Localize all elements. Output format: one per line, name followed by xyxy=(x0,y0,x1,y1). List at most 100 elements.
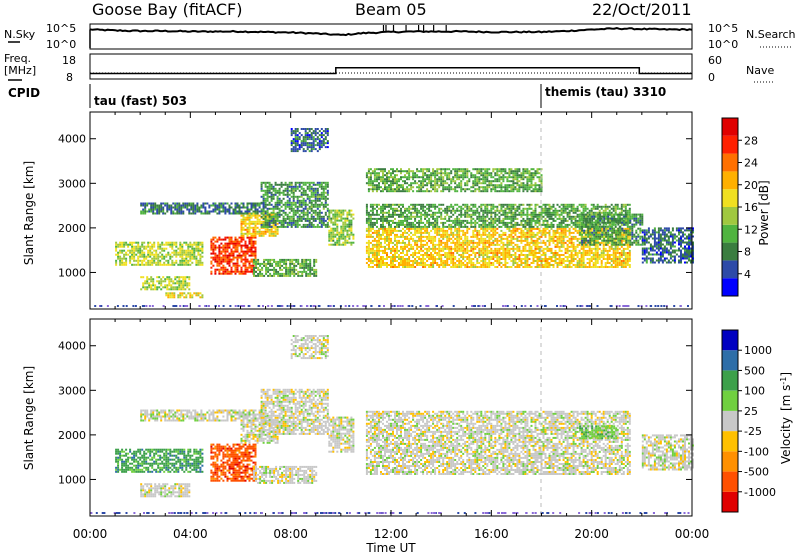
cell-6 xyxy=(303,265,305,267)
cell-9 xyxy=(346,232,348,234)
cell-11 xyxy=(490,218,492,220)
cell-9 xyxy=(344,224,346,226)
cell-7 xyxy=(261,182,263,184)
cell-5 xyxy=(140,203,142,205)
cell-5 xyxy=(196,211,198,213)
cell-10 xyxy=(480,240,482,242)
cell-7 xyxy=(327,204,329,206)
cell-4 xyxy=(267,231,269,233)
cell-11 xyxy=(388,212,390,214)
cell-5 xyxy=(222,205,224,207)
cell-0 xyxy=(169,246,171,248)
cell-10 xyxy=(368,254,370,256)
cell-10 xyxy=(466,256,468,258)
cell-7 xyxy=(275,214,277,216)
cell-6 xyxy=(273,269,275,271)
cell-10 xyxy=(583,264,585,266)
cell-10 xyxy=(420,244,422,246)
cell-5 xyxy=(229,209,231,211)
cell-0 xyxy=(153,254,155,256)
cell-9 xyxy=(328,220,330,222)
cell-8 xyxy=(325,146,327,148)
cell-0 xyxy=(179,254,181,256)
cell-10 xyxy=(565,252,567,254)
cell-3 xyxy=(214,247,216,249)
cell-10 xyxy=(615,260,617,262)
cell-10 xyxy=(464,234,466,236)
cell-11 xyxy=(392,208,394,210)
cell-7 xyxy=(297,200,299,202)
cell-10 xyxy=(563,240,565,242)
cell-8 xyxy=(291,144,293,146)
cell-10 xyxy=(531,236,533,238)
cell-7 xyxy=(297,224,299,226)
cell-11 xyxy=(370,206,372,208)
cell-1 xyxy=(182,284,184,286)
cell-7 xyxy=(311,186,313,188)
cell-11 xyxy=(502,224,504,226)
cell-10 xyxy=(591,258,593,260)
cell-4 xyxy=(247,215,249,217)
cell-3 xyxy=(241,241,243,243)
cell-10 xyxy=(434,258,436,260)
cell-10 xyxy=(603,246,605,248)
cell-10 xyxy=(585,236,587,238)
cell-10 xyxy=(450,232,452,234)
cell-5 xyxy=(202,207,204,209)
cell-11 xyxy=(432,218,434,220)
cell-0 xyxy=(157,254,159,256)
cell-10 xyxy=(555,262,557,264)
cell-3 xyxy=(235,269,237,271)
cell-9 xyxy=(330,244,332,246)
cell-4 xyxy=(277,233,279,235)
cell-3 xyxy=(218,265,220,267)
cell-10 xyxy=(563,238,565,240)
cell-7 xyxy=(263,226,265,228)
cell-7 xyxy=(295,212,297,214)
cell-10 xyxy=(561,260,563,262)
cell-11 xyxy=(398,210,400,212)
noise-right-label: N.Search xyxy=(746,28,796,41)
cell-10 xyxy=(416,228,418,230)
cell-11 xyxy=(474,212,476,214)
cell-5 xyxy=(192,207,194,209)
cell-5 xyxy=(257,213,259,215)
cell-11 xyxy=(426,216,428,218)
cell-10 xyxy=(510,254,512,256)
cell-11 xyxy=(490,216,492,218)
cell-6 xyxy=(275,269,277,271)
cell-11 xyxy=(382,212,384,214)
cell-7 xyxy=(281,224,283,226)
cell-7 xyxy=(295,222,297,224)
cell-7 xyxy=(291,192,293,194)
cell-3 xyxy=(245,241,247,243)
cell-5 xyxy=(227,209,229,211)
cell-10 xyxy=(482,230,484,232)
cell-10 xyxy=(448,264,450,266)
cell-10 xyxy=(370,262,372,264)
cell-10 xyxy=(601,260,603,262)
cell-10 xyxy=(490,256,492,258)
cell-1 xyxy=(152,278,154,280)
cell-1 xyxy=(152,280,154,282)
cell-11 xyxy=(480,216,482,218)
cell-4 xyxy=(253,227,255,229)
cell-11 xyxy=(448,216,450,218)
cell-11 xyxy=(510,210,512,212)
cell-0 xyxy=(123,244,125,246)
cell-4 xyxy=(241,223,243,225)
cell-1 xyxy=(186,282,188,284)
cell-11 xyxy=(492,226,494,228)
cell-10 xyxy=(583,250,585,252)
cell-3 xyxy=(241,269,243,271)
cell-10 xyxy=(482,246,484,248)
cell-7 xyxy=(263,224,265,226)
cell-7 xyxy=(289,220,291,222)
cell-0 xyxy=(195,262,197,264)
cell-4 xyxy=(271,229,273,231)
cell-10 xyxy=(468,258,470,260)
cell-0 xyxy=(171,246,173,248)
cell-5 xyxy=(160,209,162,211)
cell-7 xyxy=(319,196,321,198)
cell-11 xyxy=(474,222,476,224)
